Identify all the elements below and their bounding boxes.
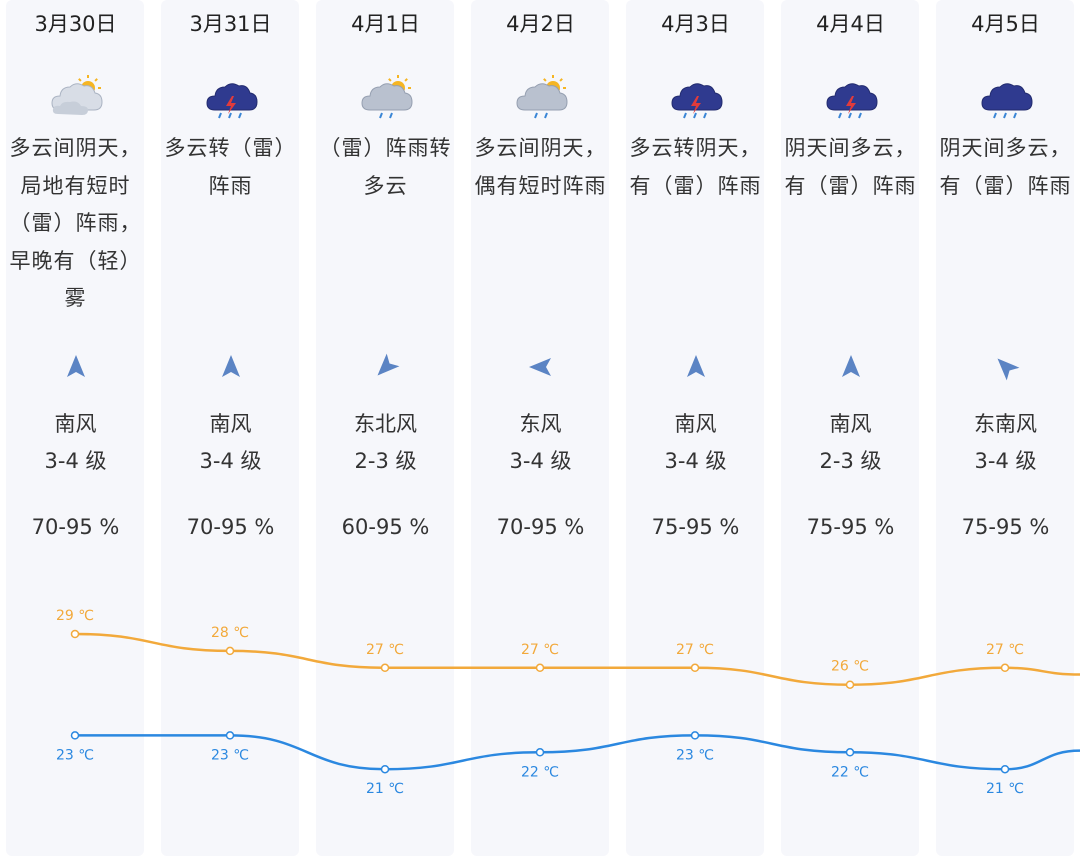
low-temp-point bbox=[380, 764, 390, 774]
low-temp-point bbox=[1000, 764, 1010, 774]
wind-direction: 南风 bbox=[829, 412, 872, 436]
partly-cloudy-sun-icon bbox=[50, 75, 103, 115]
wind-level: 3-4 级 bbox=[974, 449, 1037, 473]
day-forecast[interactable]: 4月3日 多云转阴天，有（雷）阵雨 南风 3-4 级 75-95 % bbox=[618, 0, 773, 856]
high-temp-point bbox=[225, 646, 235, 656]
wind-direction-arrow-icon bbox=[841, 355, 860, 377]
day-forecast[interactable]: 3月31日 多云转（雷）阵雨 南风 3-4 级 70-95 % bbox=[153, 0, 308, 856]
wind-level: 3-4 级 bbox=[44, 449, 107, 473]
high-temp-label: 26 ℃ bbox=[831, 659, 869, 675]
forecast-date: 3月30日 bbox=[34, 12, 117, 36]
forecast-date: 4月2日 bbox=[506, 12, 575, 36]
day-forecast[interactable]: 4月1日 （雷）阵雨转多云 东北风 2-3 级 60-95 % bbox=[308, 0, 463, 856]
day-column-bg bbox=[471, 0, 609, 856]
forecast-date: 3月31日 bbox=[189, 12, 272, 36]
high-temp-point bbox=[70, 629, 80, 639]
weather-description: 多云转阴天，有（雷）阵雨 bbox=[629, 136, 762, 198]
high-temp-label: 27 ℃ bbox=[676, 642, 714, 658]
wind-direction-arrow-icon bbox=[377, 353, 399, 376]
high-temp-point bbox=[380, 663, 390, 673]
temperature-chart: 29 ℃ 28 ℃ 27 ℃ 27 ℃ 27 ℃ 26 ℃ 27 ℃ 23 ℃ 23 ℃ 21 ℃… bbox=[56, 608, 1080, 797]
forecast-date: 4月3日 bbox=[661, 12, 730, 36]
low-temp-point bbox=[535, 748, 545, 757]
cloud-sun-rain-icon bbox=[360, 75, 413, 119]
day-forecast[interactable]: 4月5日 阴天间多云，有（雷）阵雨 东南风 3-4 级 75-95 % bbox=[928, 0, 1080, 856]
humidity: 60-95 % bbox=[341, 515, 430, 539]
weather-description: 阴天间多云，有（雷）阵雨 bbox=[784, 136, 917, 198]
wind-level: 3-4 级 bbox=[509, 449, 572, 473]
humidity: 75-95 % bbox=[961, 515, 1050, 539]
high-temp-label: 28 ℃ bbox=[211, 625, 249, 641]
high-temp-line bbox=[74, 632, 1080, 686]
weather-description: 多云间阴天，局地有短时（雷）阵雨，早晚有（轻）雾 bbox=[9, 136, 142, 310]
humidity: 75-95 % bbox=[651, 515, 740, 539]
forecast-date: 4月4日 bbox=[816, 12, 885, 36]
low-temp-label: 22 ℃ bbox=[521, 764, 559, 780]
humidity: 70-95 % bbox=[496, 515, 585, 539]
low-temp-point bbox=[845, 748, 855, 757]
wind-level: 3-4 级 bbox=[664, 449, 727, 473]
thunderstorm-icon bbox=[825, 83, 878, 119]
wind-direction-arrow-icon bbox=[997, 358, 1019, 381]
wind-direction-arrow-icon bbox=[221, 355, 240, 377]
thunderstorm-icon bbox=[670, 83, 723, 119]
low-temp-point bbox=[70, 731, 80, 740]
low-temp-label: 23 ℃ bbox=[211, 747, 249, 763]
day-forecast[interactable]: 3月30日 多云间阴天，局地有短时（雷）阵雨，早晚有（轻）雾 南风 3-4 级 … bbox=[0, 0, 153, 856]
low-temp-label: 23 ℃ bbox=[56, 747, 94, 763]
forecast-date: 4月5日 bbox=[971, 12, 1040, 36]
wind-direction: 东风 bbox=[519, 412, 562, 436]
thunderstorm-icon bbox=[205, 83, 258, 119]
low-temp-label: 22 ℃ bbox=[831, 764, 869, 780]
low-temp-label: 21 ℃ bbox=[366, 781, 404, 797]
low-temp-label: 23 ℃ bbox=[676, 747, 714, 763]
wind-level: 2-3 级 bbox=[819, 449, 882, 473]
high-temp-label: 29 ℃ bbox=[56, 608, 94, 624]
humidity: 70-95 % bbox=[31, 515, 120, 539]
high-temp-point bbox=[1000, 663, 1010, 673]
wind-direction-arrow-icon bbox=[686, 355, 705, 377]
high-temp-point bbox=[535, 663, 545, 673]
low-temp-line bbox=[74, 734, 1080, 771]
wind-level: 2-3 级 bbox=[354, 449, 417, 473]
wind-level: 3-4 级 bbox=[199, 449, 262, 473]
weather-description: 多云转（雷）阵雨 bbox=[164, 136, 297, 198]
wind-direction: 南风 bbox=[54, 412, 97, 436]
high-temp-label: 27 ℃ bbox=[521, 642, 559, 658]
humidity: 70-95 % bbox=[186, 515, 275, 539]
wind-direction: 东南风 bbox=[974, 412, 1037, 436]
wind-direction-arrow-icon bbox=[66, 355, 85, 377]
high-temp-point bbox=[690, 663, 700, 673]
high-temp-label: 27 ℃ bbox=[366, 642, 404, 658]
low-temp-point bbox=[690, 731, 700, 740]
low-temp-label: 21 ℃ bbox=[986, 781, 1024, 797]
high-temp-label: 27 ℃ bbox=[986, 642, 1024, 658]
day-column-bg bbox=[161, 0, 299, 856]
wind-direction: 南风 bbox=[674, 412, 717, 436]
wind-direction-arrow-icon bbox=[528, 358, 551, 376]
weather-description: （雷）阵雨转多云 bbox=[319, 136, 452, 198]
day-column-bg bbox=[6, 0, 144, 856]
day-column-bg bbox=[626, 0, 764, 856]
forecast-date: 4月1日 bbox=[351, 12, 420, 36]
rain-cloud-icon bbox=[980, 83, 1033, 119]
cloud-sun-rain-icon bbox=[515, 75, 568, 119]
wind-direction: 南风 bbox=[209, 412, 252, 436]
day-forecast[interactable]: 4月4日 阴天间多云，有（雷）阵雨 南风 2-3 级 75-95 % bbox=[773, 0, 928, 856]
day-forecast[interactable]: 4月2日 多云间阴天，偶有短时阵雨 东风 3-4 级 70-95 % bbox=[463, 0, 618, 856]
day-column-bg bbox=[781, 0, 919, 856]
humidity: 75-95 % bbox=[806, 515, 895, 539]
weather-description: 阴天间多云，有（雷）阵雨 bbox=[939, 136, 1072, 198]
day-column-bg bbox=[936, 0, 1074, 856]
day-column-bg bbox=[316, 0, 454, 856]
weather-description: 多云间阴天，偶有短时阵雨 bbox=[474, 136, 607, 198]
high-temp-point bbox=[845, 680, 855, 689]
wind-direction: 东北风 bbox=[354, 412, 417, 436]
low-temp-point bbox=[225, 731, 235, 740]
